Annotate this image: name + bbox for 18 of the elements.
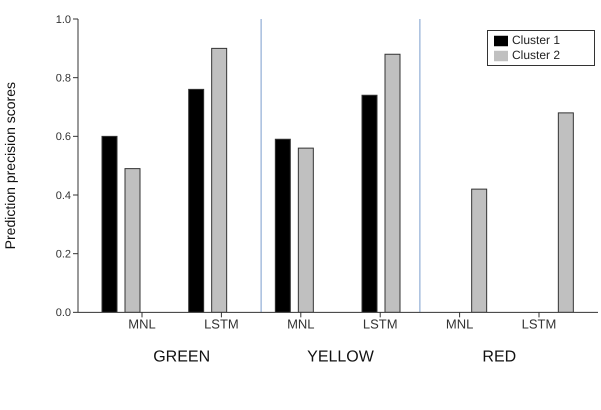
y-axis-title: Prediction precision scores	[2, 82, 18, 250]
x-tick-label: LSTM	[204, 316, 239, 332]
x-tick-label: LSTM	[522, 316, 556, 332]
legend-label: Cluster 1	[512, 33, 560, 47]
x-tick-label: MNL	[128, 316, 156, 332]
x-tick-label: MNL	[446, 316, 474, 332]
y-tick-label: 0.2	[56, 248, 71, 261]
y-tick-label: 0.0	[56, 307, 71, 320]
y-tick-label: 0.4	[56, 190, 71, 202]
x-tick-label: MNL	[287, 316, 315, 332]
y-tick-label: 0.8	[56, 72, 71, 85]
legend-label: Cluster 2	[512, 48, 560, 62]
text: RED	[482, 348, 516, 366]
text: YELLOW	[307, 348, 375, 366]
y-tick-label: 0.6	[56, 131, 71, 144]
x-tick-label: LSTM	[362, 316, 398, 332]
text: GREEN	[153, 348, 210, 366]
y-tick-label: 1.0	[56, 14, 71, 26]
